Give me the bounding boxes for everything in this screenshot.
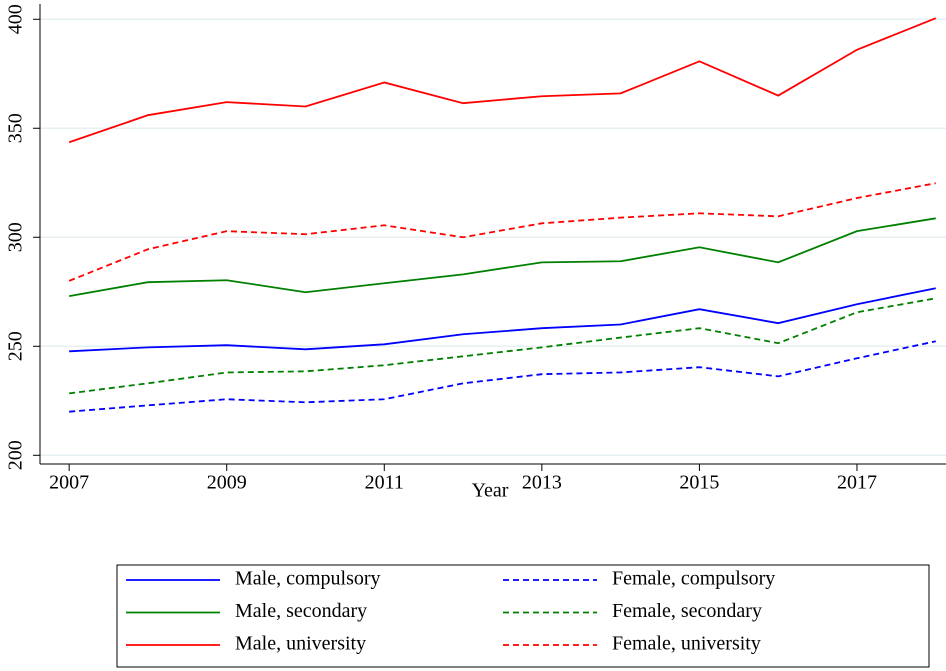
series-line — [68, 17, 937, 144]
series-line — [69, 297, 936, 395]
x-tick-label: 2017 — [837, 472, 877, 494]
y-tick-label: 200 — [5, 440, 27, 470]
series-line — [68, 217, 936, 298]
legend-label: Male, university — [235, 633, 366, 655]
x-tick-label: 2015 — [679, 472, 719, 494]
y-tick-label: 250 — [5, 331, 27, 361]
y-tick-label: 300 — [5, 222, 27, 252]
legend-label: Female, university — [612, 633, 761, 655]
y-tick-label: 350 — [5, 113, 27, 143]
legend-label: Male, secondary — [235, 600, 367, 622]
legend-label: Female, secondary — [612, 600, 762, 622]
x-tick-label: 2013 — [522, 472, 562, 494]
legend-label: Male, compulsory — [235, 568, 381, 590]
x-tick-label: 2007 — [49, 472, 89, 494]
series-line — [68, 182, 936, 282]
x-tick-label: 2011 — [365, 472, 404, 494]
x-axis-label: Year — [472, 480, 509, 502]
y-tick-label: 400 — [5, 4, 27, 34]
legend-label: Female, compulsory — [612, 568, 775, 590]
series-line — [69, 287, 936, 353]
legend-box — [116, 564, 930, 668]
series-line — [69, 340, 936, 413]
x-tick-label: 2009 — [207, 472, 247, 494]
